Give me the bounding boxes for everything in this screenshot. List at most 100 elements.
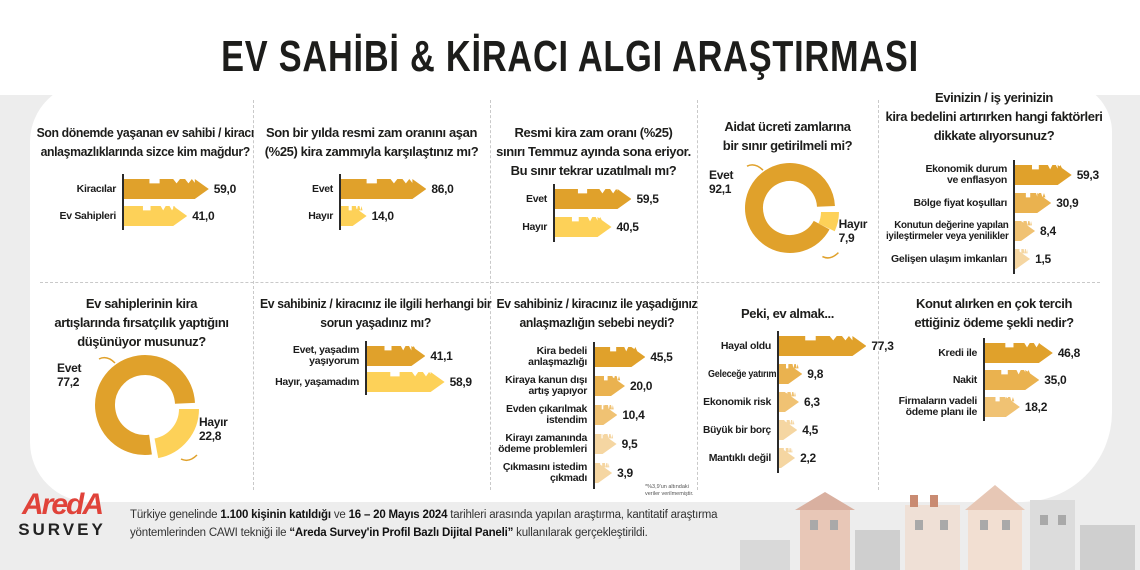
bar-row: Hayal oldu 77,3 xyxy=(697,335,894,357)
slice-evet xyxy=(95,355,195,455)
donut-chart xyxy=(95,355,199,462)
category-label: Evet xyxy=(57,361,82,375)
bar-row: Kiraya kanun dışı artış yapıyor 20,0 xyxy=(490,375,652,397)
category-label: Mantıklı değil xyxy=(697,451,777,464)
question: Aidat ücreti zamlarına bir sınır getiril… xyxy=(697,117,878,155)
methodology-text: Türkiye genelinde 1.100 kişinin katıldığ… xyxy=(130,506,718,542)
question-text: Ev sahibiniz / kiracınız ile ilgili herh… xyxy=(259,296,492,330)
content-card xyxy=(30,82,1112,502)
category-label: Evet xyxy=(709,168,734,183)
value-label: 59,5 xyxy=(636,192,659,206)
bar-row: Bölge fiyat koşulları 30,9 xyxy=(878,192,1079,214)
slice-evet xyxy=(745,163,835,253)
bar-row: Büyük bir borç 4,5 xyxy=(697,419,818,441)
slice-label: Evet 92,1 xyxy=(709,168,733,196)
chart-9: Peki, ev almak... Hayal oldu 77,3 Geleceğe … xyxy=(697,282,894,482)
category-text: Kredi ile xyxy=(938,346,977,359)
value-label: 59,3 xyxy=(1076,168,1099,182)
category-text: Hayır xyxy=(522,220,547,233)
bar-row: Gelişen ulaşım imkanları 1,5 xyxy=(878,248,1051,270)
axis-line xyxy=(777,331,779,473)
bar-row: Evet 59,5 xyxy=(490,188,659,210)
category-text: Mantıklı değil xyxy=(708,451,772,464)
question-text: Peki, ev almak... xyxy=(741,306,834,321)
arrow-icon xyxy=(180,454,198,462)
page-title: EV SAHİBİ & KİRACI ALGI ARAŞTIRMASI xyxy=(221,32,919,81)
value-label: 41,1 xyxy=(430,349,453,363)
value-label: 86,0 xyxy=(431,182,454,196)
category-text: Gelişen ulaşım imkanları xyxy=(891,252,1007,265)
chart-10: Konut alırken en çok tercih ettiğiniz öd… xyxy=(878,282,1110,482)
category-label: Firmaların vadeli ödeme planı ile xyxy=(878,396,983,418)
slice-hayir xyxy=(749,167,839,257)
bar xyxy=(779,448,795,468)
arrow-icon xyxy=(822,252,839,259)
divider xyxy=(490,100,491,490)
question-text: Ev sahibiniz / kiracınız ile yaşadığınız… xyxy=(496,296,698,330)
text: Türkiye genelinde xyxy=(130,509,221,521)
text: tarihleri arasında yapılan araştırma, ka… xyxy=(447,509,718,521)
category-label: Hayır xyxy=(838,217,868,231)
value-label: 45,5 xyxy=(650,350,673,364)
bar-row: Ekonomik risk 6,3 xyxy=(697,391,820,413)
bar xyxy=(341,206,367,226)
question: Evinizin / iş yerinizin kira bedelini ar… xyxy=(878,88,1110,145)
category-text: Evet xyxy=(312,182,333,195)
arrow-icon xyxy=(746,164,764,171)
bar-row: Hayır 40,5 xyxy=(490,216,639,238)
category-label: Ekonomik durum ve enflasyon xyxy=(878,164,1013,186)
chart-4: Aidat ücreti zamlarına bir sınır getiril… xyxy=(697,95,878,295)
slice-label: Hayır 7,9 xyxy=(839,217,868,245)
value-label: 1,5 xyxy=(1035,252,1051,266)
category-label: Hayır xyxy=(253,210,339,222)
question: Resmi kira zam oranı (%25) sınırı Temmuz… xyxy=(490,123,697,180)
bar xyxy=(341,179,426,199)
bar xyxy=(367,372,445,392)
text: “Areda Survey'in Profil Bazlı Dijital Pa… xyxy=(289,527,514,539)
bar xyxy=(779,420,797,440)
footnote: *%3,9'un altındaki veriler verilmemiştir… xyxy=(645,484,694,497)
category-label: Kiracılar xyxy=(30,182,122,195)
category-label: Ekonomik risk xyxy=(697,396,777,408)
category-text: Ekonomik durum ve enflasyon xyxy=(925,163,1007,186)
value-label: 77,2 xyxy=(57,375,80,389)
category-text: Evet, yaşadım yaşıyorum xyxy=(292,344,359,367)
value-label: 41,0 xyxy=(192,209,215,223)
question: Peki, ev almak... xyxy=(697,304,878,323)
text: 16 – 20 Mayıs 2024 xyxy=(348,509,448,521)
category-label: Ev Sahipleri xyxy=(30,210,122,222)
arrow-icon xyxy=(98,356,116,364)
question: Son bir yılda resmi zam oranını aşan (%2… xyxy=(253,123,490,161)
category-label: Kira bedeli anlaşmazlığı xyxy=(490,346,593,368)
category-label: Evet xyxy=(490,193,553,205)
category-label: Evden çıkarılmak istendim xyxy=(490,404,593,426)
text: 1.100 kişinin katıldığı xyxy=(220,509,331,521)
category-label: Gelişen ulaşım imkanları xyxy=(878,252,1013,265)
value-label: 8,4 xyxy=(1040,224,1056,238)
bar xyxy=(124,206,187,226)
question-text: Ev sahiplerinin kira artışlarında fırsat… xyxy=(54,296,229,349)
bar xyxy=(1015,193,1051,213)
question-text: Evinizin / iş yerinizin kira bedelini ar… xyxy=(885,90,1103,143)
category-text: Kiracılar xyxy=(76,182,117,195)
bar-row: Evet 86,0 xyxy=(253,178,454,200)
category-label: Hayır xyxy=(490,220,553,233)
chart-3: Resmi kira zam oranı (%25) sınırı Temmuz… xyxy=(490,95,697,295)
logo-subtitle: SURVEY xyxy=(18,520,106,539)
axis-line xyxy=(122,174,124,230)
bar xyxy=(985,343,1053,363)
bar xyxy=(779,336,866,356)
bar xyxy=(985,397,1020,417)
category-label: Konutun değerine yapılan iyileştirmeler … xyxy=(878,220,1013,242)
areda-survey-logo: AredA SURVEY xyxy=(12,490,112,540)
divider xyxy=(40,282,1100,283)
bar xyxy=(595,376,625,396)
bar-row: Mantıklı değil 2,2 xyxy=(697,447,816,469)
axis-line xyxy=(983,338,985,421)
axis-line xyxy=(593,342,595,489)
bar-row: Ev Sahipleri 41,0 xyxy=(30,205,215,227)
value-label: 10,4 xyxy=(622,408,645,422)
value-label: 58,9 xyxy=(449,375,472,389)
category-text: Bölge fiyat koşulları xyxy=(913,196,1008,209)
bar-row: Kiracılar 59,0 xyxy=(30,178,236,200)
